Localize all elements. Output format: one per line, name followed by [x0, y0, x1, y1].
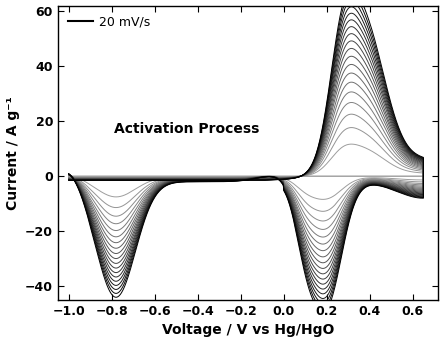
Y-axis label: Current / A g⁻¹: Current / A g⁻¹ [6, 96, 20, 210]
X-axis label: Voltage / V vs Hg/HgO: Voltage / V vs Hg/HgO [162, 323, 334, 338]
Legend: 20 mV/s: 20 mV/s [64, 12, 154, 32]
Text: Activation Process: Activation Process [114, 122, 260, 137]
